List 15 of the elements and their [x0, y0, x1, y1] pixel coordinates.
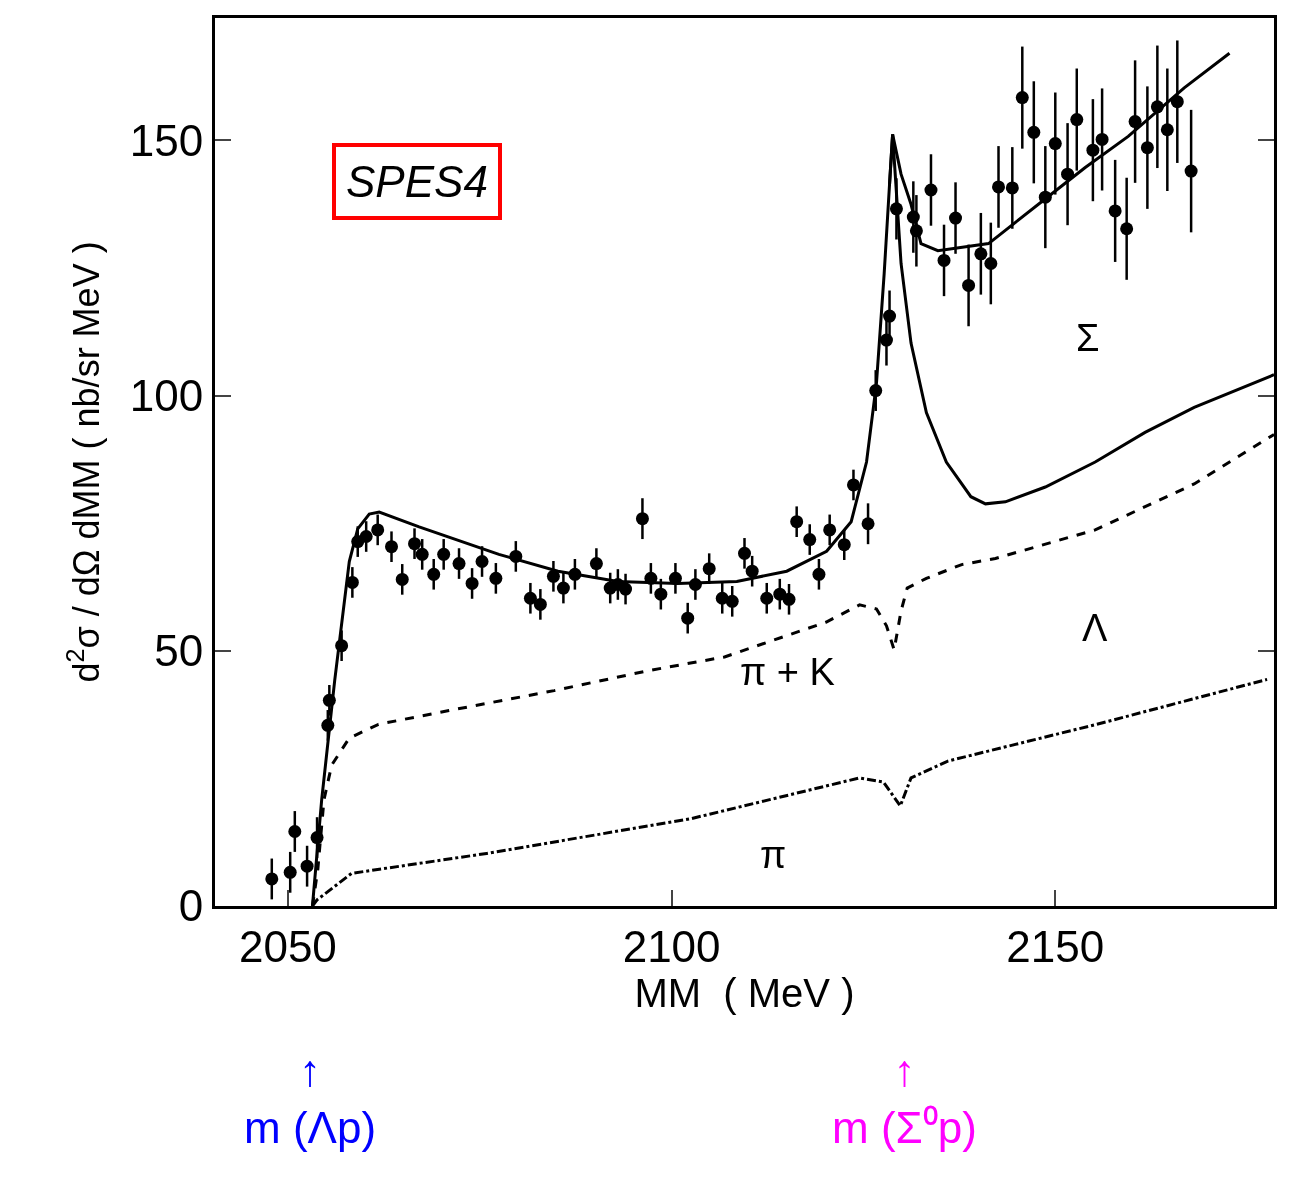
x-tick-label: 2150 — [1006, 921, 1105, 971]
annotation: Σ — [1076, 317, 1100, 359]
x-axis-title: MM ( MeV ) — [634, 971, 855, 1016]
text: ↑ m (Λp) — [244, 1046, 377, 1153]
annotation: π + K — [740, 651, 835, 693]
y-tick-label: 50 — [154, 626, 204, 676]
x-tick-label: 2100 — [622, 921, 721, 971]
text: ↑ m (Σ⁰p) — [832, 1046, 977, 1153]
y-tick-label: 100 — [129, 371, 204, 421]
x-tick-label: 2050 — [238, 921, 337, 971]
y-tick-label: 150 — [129, 115, 204, 165]
annotation: π — [760, 834, 787, 876]
annotation: Λ — [1082, 607, 1108, 649]
annotation: SPES4 — [346, 157, 488, 206]
y-tick-label: 0 — [178, 881, 204, 931]
